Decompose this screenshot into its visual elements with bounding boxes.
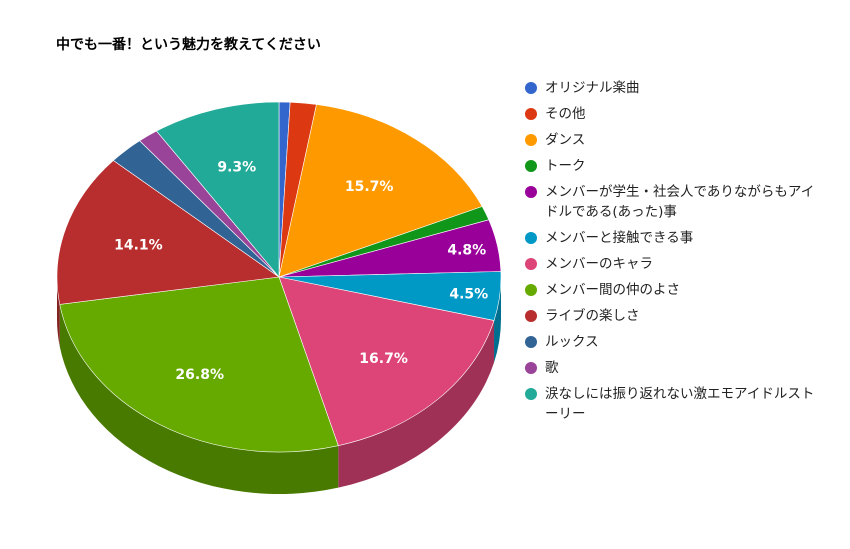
legend: オリジナル楽曲 その他ダンストークメンバーが学生・社会人でありながらもアイドルであ… xyxy=(525,78,825,430)
pie-side-5 xyxy=(494,277,501,363)
legend-item: メンバーと接触できる事 xyxy=(525,228,825,248)
legend-label: ライブの楽しさ xyxy=(545,308,640,324)
legend-item: メンバーが学生・社会人でありながらもアイドルである(あった)事 xyxy=(525,182,825,222)
legend-swatch-icon xyxy=(525,186,537,198)
pie-side-walls xyxy=(57,277,501,494)
legend-label: メンバー間の仲のよさ xyxy=(545,282,680,298)
legend-label: メンバーと接触できる事 xyxy=(545,230,694,246)
legend-swatch-icon xyxy=(525,258,537,270)
data-label-5: 4.5% xyxy=(449,287,488,303)
legend-swatch-icon xyxy=(525,310,537,322)
legend-swatch-icon xyxy=(525,336,537,348)
legend-label: メンバーのキャラ xyxy=(545,256,653,272)
legend-item: 歌 xyxy=(525,358,825,378)
pie-slice-6 xyxy=(278,276,495,447)
data-label-2: 15.7% xyxy=(345,179,394,195)
data-label-4: 4.8% xyxy=(447,243,486,259)
pie-side-8 xyxy=(57,277,60,347)
legend-item: ダンス xyxy=(525,130,825,150)
legend-swatch-icon xyxy=(525,134,537,146)
legend-item: 涙なしには振り返れない激エモアイドルストーリー xyxy=(525,384,825,424)
pie-slice-2 xyxy=(278,104,483,278)
legend-item: トーク xyxy=(525,156,825,176)
legend-label: ルックス xyxy=(545,334,599,350)
legend-item: メンバー間の仲のよさ xyxy=(525,280,825,300)
data-labels: 15.7% 4.8% 4.5% 16.7% 26.8% 14.1% 9.3% xyxy=(114,159,488,383)
legend-label: ダンス xyxy=(545,132,586,148)
legend-swatch-icon xyxy=(525,388,537,400)
pie-slice-8 xyxy=(56,160,280,305)
data-label-7: 26.8% xyxy=(175,367,224,383)
legend-swatch-icon xyxy=(525,362,537,374)
pie-side-6 xyxy=(338,320,495,488)
pie-side-7 xyxy=(59,304,339,494)
legend-item: その他 xyxy=(525,104,825,124)
chart-title: 中でも一番！という魅力を教えてください xyxy=(56,37,321,53)
legend-label: 涙なしには振り返れない激エモアイドルストーリー xyxy=(545,386,815,422)
legend-label: トーク xyxy=(545,158,586,174)
legend-swatch-icon xyxy=(525,82,537,94)
pie-slice-11 xyxy=(156,101,280,278)
pie-slice-7 xyxy=(59,276,339,453)
data-label-11: 9.3% xyxy=(217,159,256,175)
legend-label: 歌 xyxy=(545,360,559,376)
legend-item: ライブの楽しさ xyxy=(525,306,825,326)
legend-item: ルックス xyxy=(525,332,825,352)
legend-item: オリジナル楽曲 xyxy=(525,78,825,98)
pie-slices xyxy=(56,101,502,453)
legend-swatch-icon xyxy=(525,232,537,244)
legend-label: その他 xyxy=(545,106,586,122)
data-label-6: 16.7% xyxy=(359,351,408,367)
legend-label: メンバーが学生・社会人でありながらもアイドルである(あった)事 xyxy=(545,184,815,220)
legend-swatch-icon xyxy=(525,108,537,120)
legend-swatch-icon xyxy=(525,160,537,172)
legend-item: メンバーのキャラ xyxy=(525,254,825,274)
legend-swatch-icon xyxy=(525,284,537,296)
data-label-8: 14.1% xyxy=(114,237,163,253)
legend-label: オリジナル楽曲 xyxy=(545,80,640,96)
